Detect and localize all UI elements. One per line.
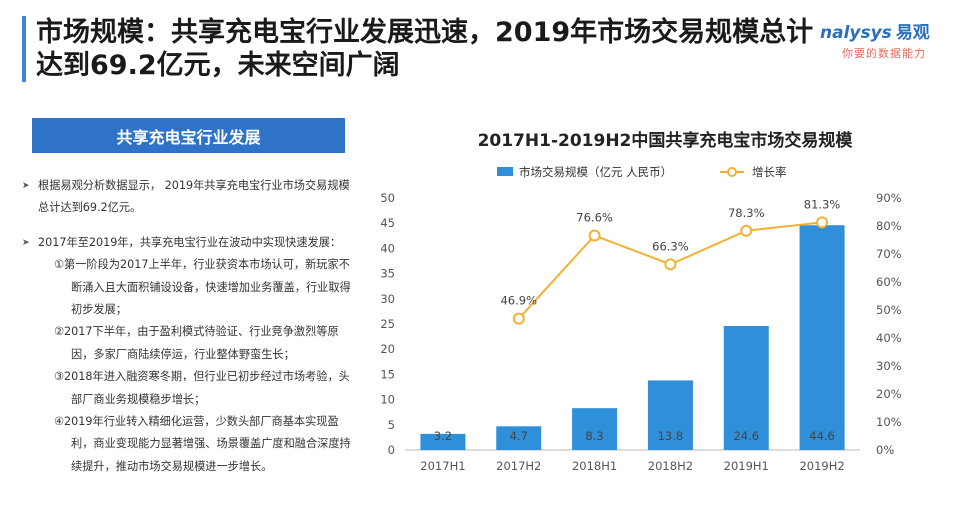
- bar-data-label: 13.8: [658, 429, 684, 443]
- y-tick-label: 25: [380, 317, 395, 331]
- y-tick-label: 15: [380, 367, 395, 381]
- bar: [647, 380, 693, 450]
- bar: [420, 433, 466, 450]
- y2-tick-label: 40%: [876, 331, 902, 345]
- section-heading: 共享充电宝行业发展: [32, 118, 345, 153]
- x-tick-label: 2017H1: [420, 459, 465, 473]
- bar: [723, 326, 769, 450]
- bar: [799, 225, 845, 450]
- bullet-item: ➤ 根据易观分析数据显示， 2019年共享充电宝行业市场交易规模总计达到69.2…: [22, 175, 352, 220]
- y2-tick-label: 80%: [876, 219, 902, 233]
- growth-rate-point: [664, 258, 677, 271]
- bar: [572, 408, 618, 450]
- y2-tick-label: 60%: [876, 275, 902, 289]
- sub-bullet-text: ④2019年行业转入精细化运营，少数头部厂商基本实现盈利，商业变现能力显著增强、…: [54, 415, 351, 473]
- arrow-bullet-icon: ➤: [22, 237, 30, 248]
- growth-rate-label: 78.3%: [728, 206, 765, 220]
- bullet-text: 2017年至2019年，共享充电宝行业在波动中实现快速发展：: [38, 235, 342, 249]
- bar: [496, 426, 542, 450]
- growth-rate-label: 66.3%: [652, 239, 689, 253]
- y-tick-label: 5: [388, 418, 395, 432]
- logo: nalysys 易观 你要的数据能力: [820, 18, 950, 60]
- sub-bullet-text: ②2017下半年，由于盈利模式待验证、行业竞争激烈等原因，多家厂商陆续停运，行业…: [54, 325, 339, 361]
- legend-line-label: 增长率: [752, 165, 787, 179]
- page-title: 市场规模：共享充电宝行业发展迅速，2019年市场交易规模总计达到69.2亿元，未…: [36, 17, 814, 81]
- growth-rate-label: 46.9%: [500, 294, 537, 308]
- logo-brand-cn: 易观: [895, 23, 930, 43]
- x-tick-label: 2018H2: [648, 459, 693, 473]
- y2-tick-label: 70%: [876, 247, 902, 261]
- sub-bullet-text: ①第一阶段为2017上半年，行业获资本市场认可，新玩家不断涌入且大面积铺设设备，…: [54, 258, 351, 317]
- y2-tick-label: 50%: [876, 303, 902, 317]
- x-tick-label: 2019H1: [724, 459, 769, 473]
- y2-tick-label: 0%: [876, 443, 894, 457]
- legend-bar-label: 市场交易规模（亿元 人民币）: [519, 165, 672, 179]
- x-tick-label: 2018H1: [572, 459, 617, 473]
- y-tick-label: 10: [380, 393, 395, 407]
- bullet-list: ➤ 根据易观分析数据显示， 2019年共享充电宝行业市场交易规模总计达到69.2…: [22, 175, 352, 490]
- sub-bullet-text: ③2018年进入融资寒冬期，但行业已初步经过市场考验，头部厂商业务规模稳步增长；: [54, 370, 350, 406]
- y-tick-label: 45: [380, 216, 395, 230]
- arrow-bullet-icon: ➤: [22, 181, 30, 191]
- logo-brand: nalysys 易观: [820, 18, 950, 43]
- logo-slogan: 你要的数据能力: [842, 47, 926, 60]
- growth-rate-point: [512, 312, 525, 325]
- y-tick-label: 50: [380, 191, 395, 205]
- y-tick-label: 35: [380, 267, 395, 281]
- bullet-item: ➤ 2017年至2019年，共享充电宝行业在波动中实现快速发展： ①第一阶段为2…: [22, 232, 352, 478]
- y-tick-label: 40: [380, 241, 395, 255]
- y-tick-label: 20: [380, 342, 395, 356]
- chart-title: 2017H1-2019H2中国共享充电宝市场交易规模: [477, 131, 853, 151]
- bar-data-label: 44.6: [809, 429, 835, 443]
- growth-rate-point: [588, 229, 601, 242]
- y-tick-label: 0: [388, 443, 395, 457]
- y2-tick-label: 90%: [876, 191, 902, 205]
- bar-data-label: 4.7: [510, 429, 528, 443]
- growth-rate-line: [518, 221, 823, 320]
- title-accent-bar: [22, 16, 26, 82]
- growth-rate-point: [816, 216, 829, 229]
- legend-bar-swatch: [497, 167, 513, 176]
- y-tick-label: 30: [380, 292, 395, 306]
- y2-tick-label: 20%: [876, 387, 902, 401]
- y2-tick-label: 30%: [876, 359, 902, 373]
- bar-data-label: 24.6: [733, 429, 759, 443]
- bar-data-label: 8.3: [585, 429, 603, 443]
- growth-rate-point: [740, 224, 753, 237]
- growth-rate-label: 76.6%: [576, 211, 613, 225]
- x-tick-label: 2017H2: [496, 459, 541, 473]
- y2-tick-label: 10%: [876, 415, 902, 429]
- growth-rate-label: 81.3%: [804, 197, 841, 211]
- logo-brand-text: nalysys: [820, 23, 892, 43]
- x-tick-label: 2019H2: [799, 459, 844, 473]
- legend-line-marker: [727, 167, 737, 177]
- bullet-text: 根据易观分析数据显示， 2019年共享充电宝行业市场交易规模总计达到69.2亿元…: [38, 179, 350, 215]
- bar-data-label: 3.2: [434, 429, 452, 443]
